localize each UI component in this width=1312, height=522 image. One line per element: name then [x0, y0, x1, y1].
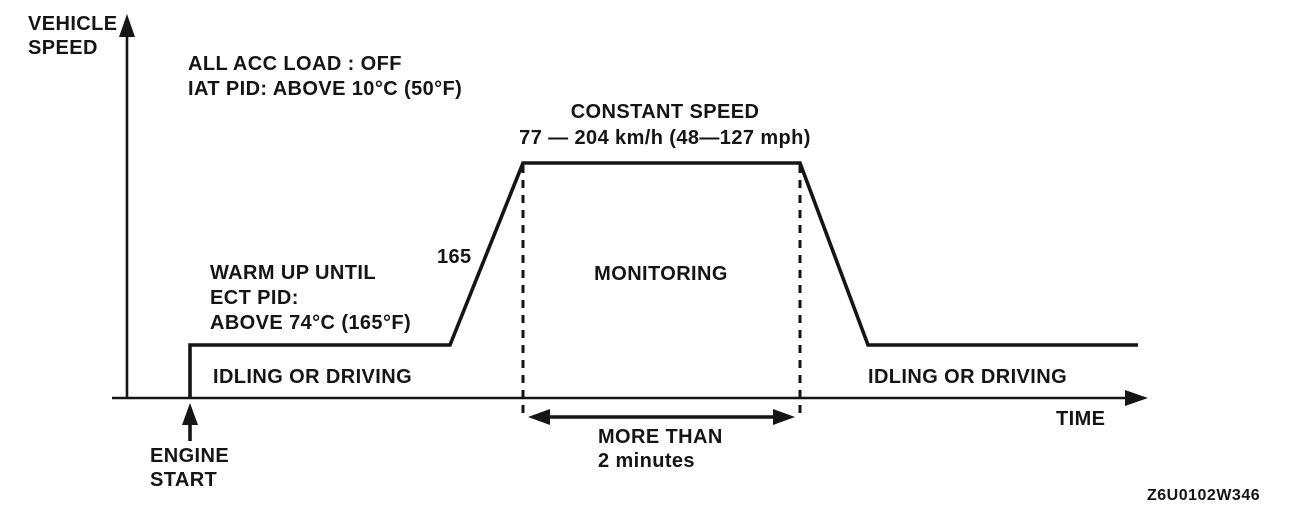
- engine-start-label-line1: ENGINE: [150, 445, 230, 467]
- idling-label-right: IDLING OR DRIVING: [868, 366, 1068, 388]
- duration-arrow-left-head: [528, 409, 550, 425]
- duration-label-line2: 2 minutes: [598, 450, 695, 472]
- monitoring-label: MONITORING: [594, 263, 728, 285]
- speed-profile-line: [188, 161, 1138, 398]
- warm-up-annotation-line2: ECT PID:: [210, 287, 299, 309]
- constant-speed-title: CONSTANT SPEED: [570, 101, 760, 123]
- x-axis-label: TIME: [1056, 408, 1106, 430]
- iat-pid-annotation: IAT PID: ABOVE 10°C (50°F): [188, 78, 463, 100]
- idling-label-left: IDLING OR DRIVING: [213, 366, 413, 388]
- x-axis-arrowhead: [1125, 390, 1148, 406]
- y-axis-arrowhead: [119, 14, 135, 37]
- y-axis-label-line1: VEHICLE: [28, 13, 118, 35]
- ramp-value-label: 165: [437, 246, 472, 268]
- warm-up-annotation-line1: WARM UP UNTIL: [210, 262, 376, 284]
- engine-start-label-line2: START: [150, 469, 218, 491]
- duration-arrow-right-head: [773, 409, 795, 425]
- constant-speed-range: 77 — 204 km/h (48—127 mph): [519, 127, 811, 149]
- warm-up-annotation-line3: ABOVE 74°C (165°F): [210, 312, 412, 334]
- acc-load-annotation: ALL ACC LOAD : OFF: [188, 53, 402, 75]
- engine-start-arrowhead: [182, 403, 198, 425]
- y-axis-label-line2: SPEED: [28, 37, 98, 59]
- figure-code: Z6U0102W346: [1147, 487, 1261, 504]
- duration-label-line1: MORE THAN: [598, 426, 723, 448]
